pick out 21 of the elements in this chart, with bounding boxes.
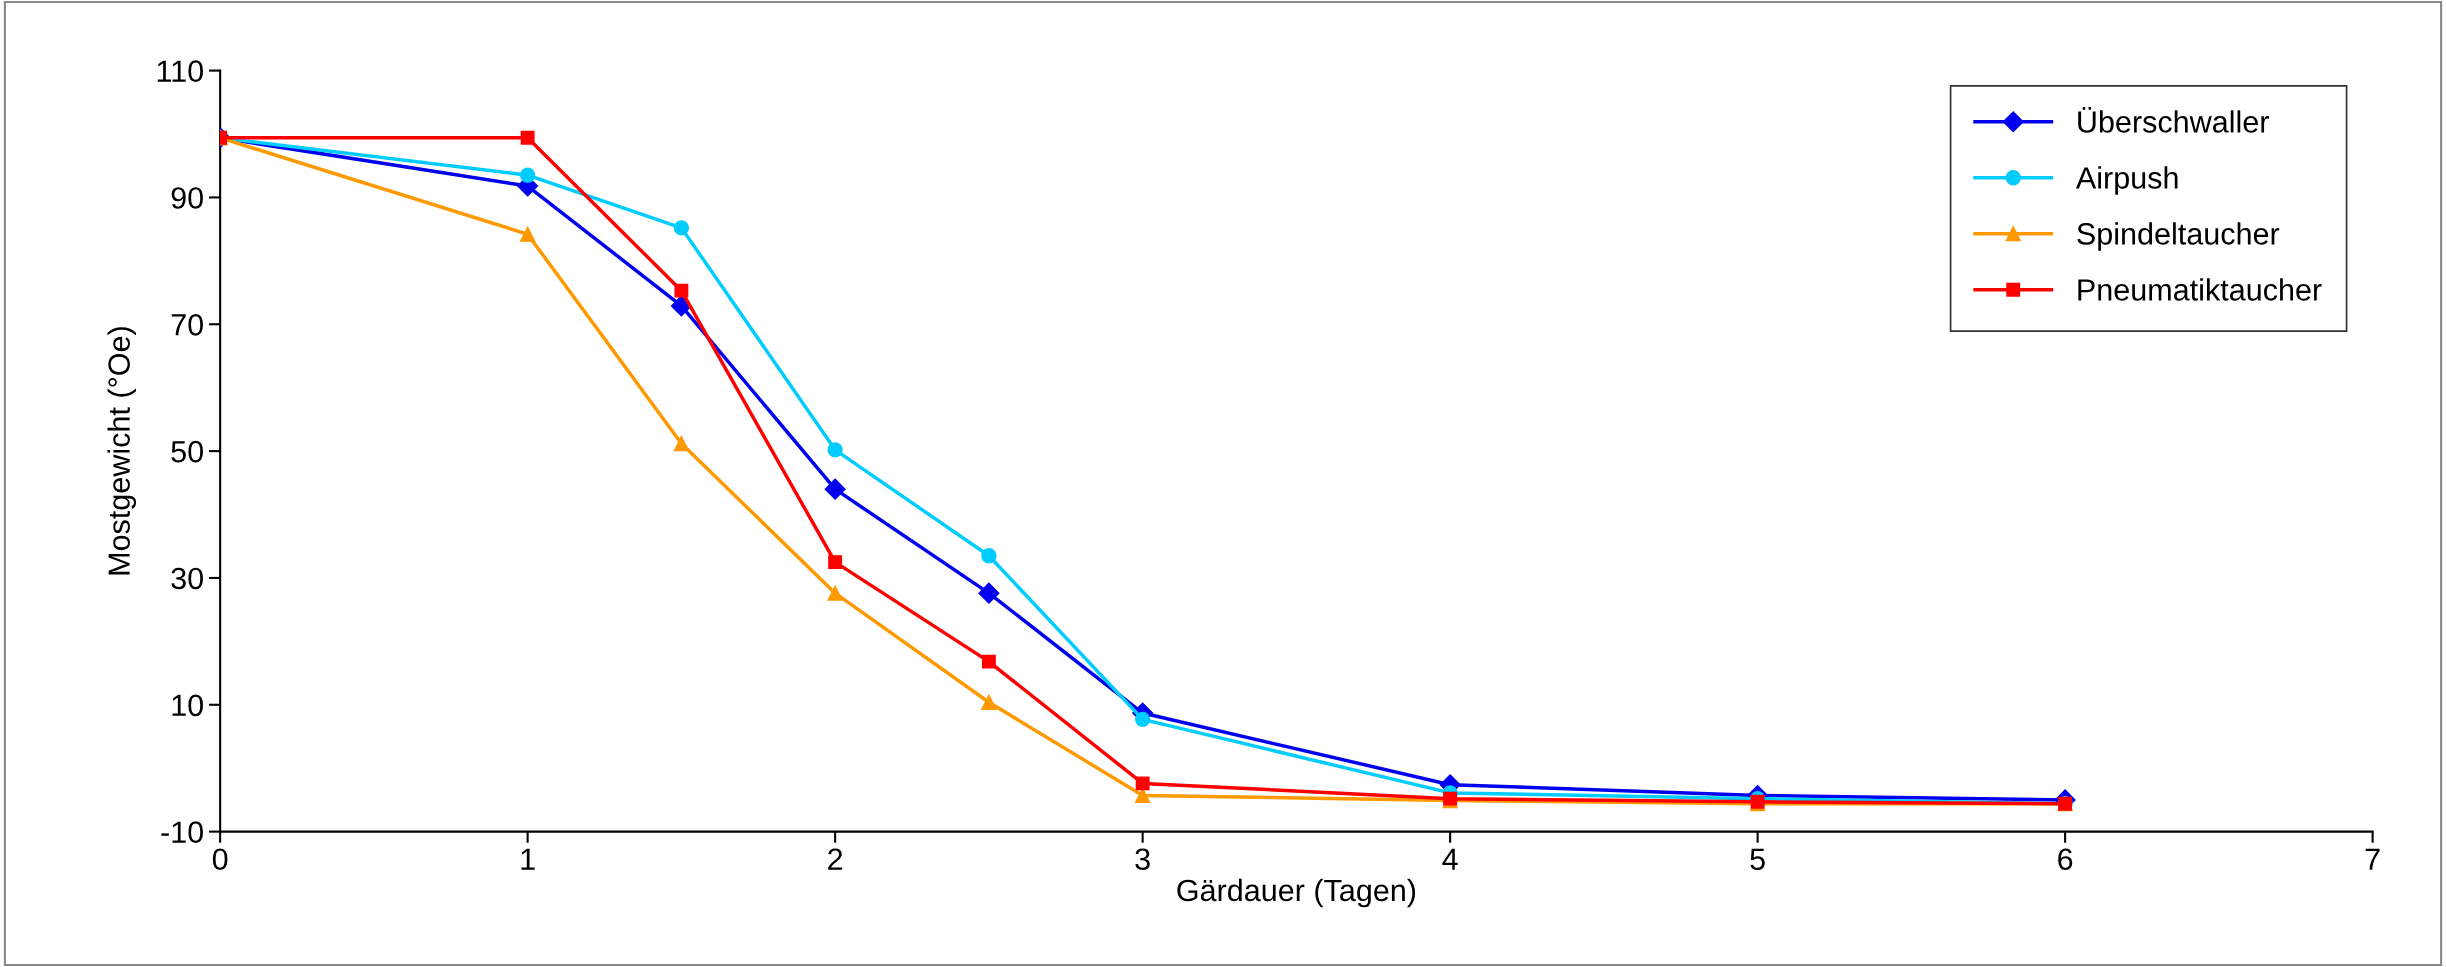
legend-label: Pneumatiktaucher	[2078, 278, 2322, 301]
x-tick-label: 1	[521, 848, 535, 870]
y-tick-label: 110	[157, 60, 203, 82]
x-tick-label: 6	[2058, 848, 2073, 871]
x-axis-title: Gärdauer (Tagen)	[1177, 878, 1416, 908]
y-axis-title: Mostgewicht (°Oe)	[107, 327, 136, 575]
x-tick-label: 7	[2365, 848, 2380, 870]
x-tick-label: 5	[1750, 848, 1765, 871]
x-tick-label: 4	[1442, 848, 1458, 870]
x-tick-label: 2	[828, 848, 843, 870]
legend-label: Airpush	[2075, 166, 2178, 195]
y-tick-label: 90	[171, 187, 203, 209]
x-tick-label: 0	[212, 848, 228, 871]
y-tick-label: -10	[161, 821, 203, 843]
legend-label: Spindeltaucher	[2077, 222, 2280, 251]
y-tick-label: 50	[171, 440, 203, 463]
y-tick-label: 10	[172, 694, 203, 717]
y-tick-label: 30	[171, 567, 203, 590]
y-tick-label: 70	[171, 314, 203, 336]
x-tick-label: 3	[1135, 848, 1150, 871]
legend-label: Überschwaller	[2078, 106, 2269, 133]
